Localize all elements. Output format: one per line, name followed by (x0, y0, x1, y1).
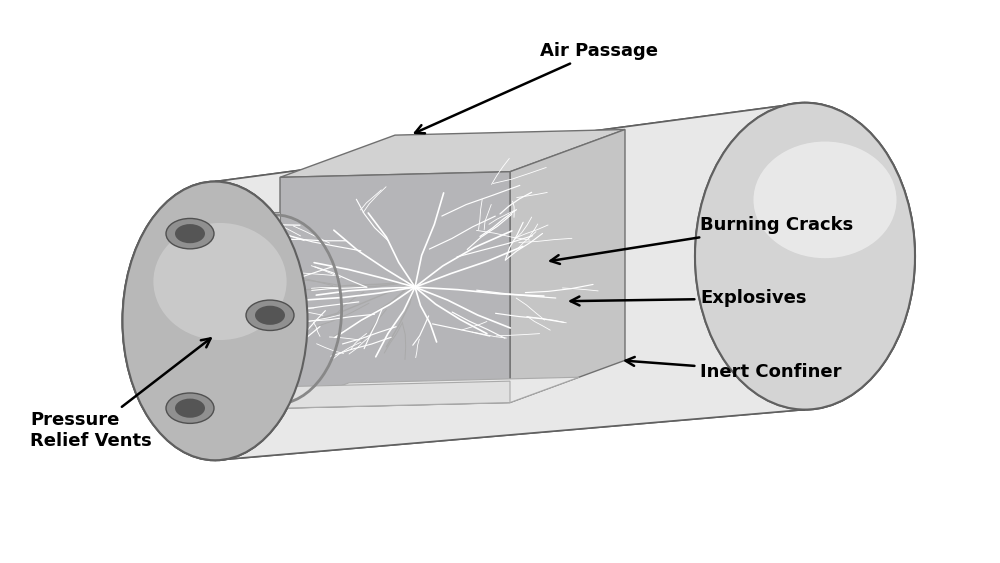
Text: Explosives: Explosives (571, 289, 806, 307)
Polygon shape (255, 345, 282, 354)
Ellipse shape (754, 141, 897, 258)
Ellipse shape (754, 147, 897, 264)
Text: Burning Cracks: Burning Cracks (551, 216, 853, 264)
Ellipse shape (246, 300, 294, 330)
Ellipse shape (166, 393, 214, 423)
Ellipse shape (255, 306, 285, 325)
Ellipse shape (175, 224, 205, 243)
Polygon shape (215, 102, 915, 461)
Ellipse shape (175, 399, 205, 418)
Ellipse shape (166, 393, 214, 423)
Ellipse shape (122, 181, 308, 461)
Polygon shape (280, 129, 625, 177)
Text: Pressure
Relief Vents: Pressure Relief Vents (30, 338, 211, 450)
Ellipse shape (175, 224, 205, 243)
Polygon shape (280, 172, 510, 408)
Ellipse shape (255, 306, 285, 325)
Ellipse shape (246, 300, 294, 330)
Ellipse shape (166, 218, 214, 249)
Text: Air Passage: Air Passage (415, 42, 658, 133)
Polygon shape (252, 333, 280, 365)
Polygon shape (280, 381, 510, 408)
Ellipse shape (122, 181, 308, 461)
Polygon shape (255, 224, 282, 233)
Polygon shape (252, 212, 280, 244)
Ellipse shape (695, 102, 915, 410)
Ellipse shape (153, 223, 287, 340)
Ellipse shape (153, 223, 287, 340)
Polygon shape (280, 377, 579, 408)
Ellipse shape (175, 399, 205, 418)
Ellipse shape (166, 218, 214, 249)
Polygon shape (123, 102, 805, 461)
Text: Inert Confiner: Inert Confiner (626, 357, 842, 381)
Polygon shape (510, 129, 625, 403)
Ellipse shape (695, 102, 915, 410)
